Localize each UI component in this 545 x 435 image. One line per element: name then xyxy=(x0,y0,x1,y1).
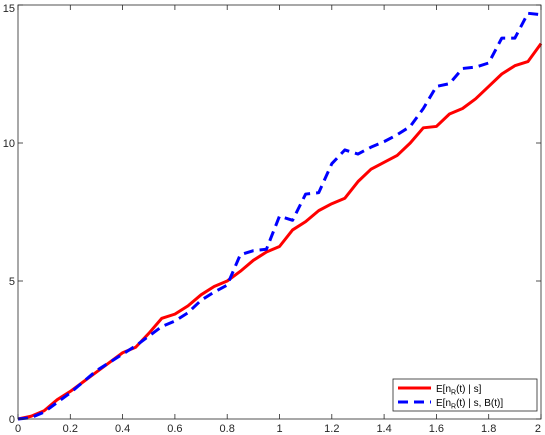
legend-box xyxy=(392,378,538,412)
x-tick-label: 1 xyxy=(276,423,282,435)
x-tick-label: 1.2 xyxy=(324,423,339,435)
legend-rest: (t) | s, B(t)] xyxy=(456,398,503,409)
legend-subscript: R xyxy=(451,390,456,397)
x-tick-label: 0.4 xyxy=(115,423,130,435)
legend-label-2: E[nR(t) | s, B(t)] xyxy=(436,398,503,411)
x-tick-label: 0.8 xyxy=(220,423,235,435)
legend-subscript: R xyxy=(451,404,456,411)
x-tick-label: 0.2 xyxy=(63,423,78,435)
x-tick-label: 2 xyxy=(535,423,541,435)
series-layer xyxy=(17,11,543,421)
x-tick-label: 1.4 xyxy=(376,423,391,435)
plot-background xyxy=(18,5,541,419)
y-tick-label: 5 xyxy=(9,276,15,288)
x-tick-label: 1.8 xyxy=(481,423,496,435)
legend-rest: (t) | s] xyxy=(456,384,482,395)
axes-layer: 0 0.2 0.4 0.6 0.8 1 1.2 1.4 1.6 1.8 2 0 5 10 15 xyxy=(3,3,542,435)
plot-area xyxy=(18,5,541,419)
y-tick-label: 15 xyxy=(3,3,15,15)
y-tick-label: 10 xyxy=(3,138,15,150)
y-tick-label: 0 xyxy=(9,414,15,426)
legend-main: E[n xyxy=(436,384,451,395)
legend-label-1: E[nR(t) | s] xyxy=(436,384,482,397)
series-line-2 xyxy=(17,11,542,421)
x-tick-label: 1.6 xyxy=(429,423,444,435)
x-tick-label: 0 xyxy=(15,423,21,435)
legend: E[nR(t) | s]E[nR(t) | s, B(t)] xyxy=(392,378,538,412)
legend-main: E[n xyxy=(436,398,451,409)
x-tick-label: 0.6 xyxy=(167,423,182,435)
